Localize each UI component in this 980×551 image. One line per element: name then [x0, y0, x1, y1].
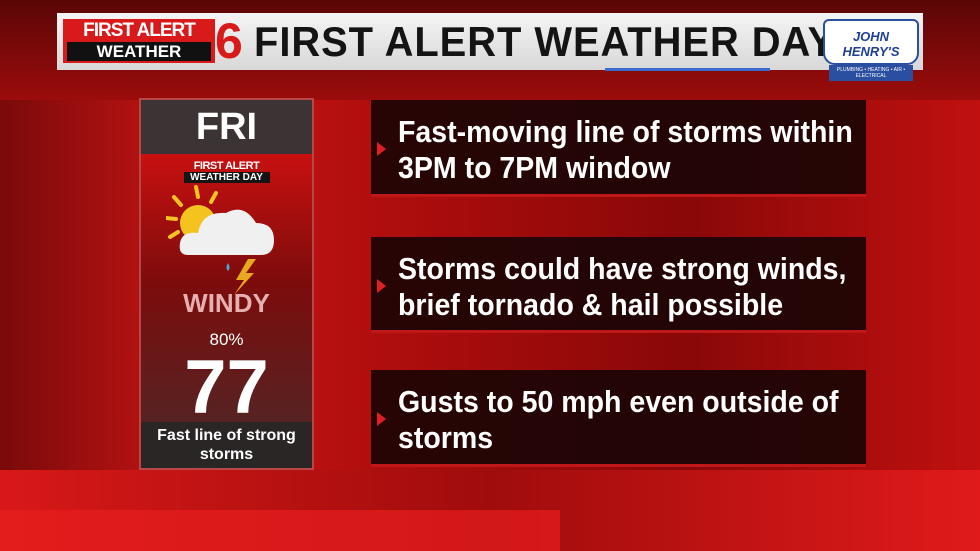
bullet-item: Fast-moving line of storms within 3PM to …: [371, 100, 866, 197]
background-band: [0, 510, 560, 551]
bullet-arrow-icon: [377, 412, 386, 426]
bullet-item: Gusts to 50 mph even outside of storms: [371, 370, 866, 467]
channel-number: 6: [215, 13, 243, 69]
alert-badge-line1: FIRST ALERT: [193, 160, 260, 172]
forecast-caption: Fast line of strong storms: [141, 422, 312, 468]
alert-badge-line2: WEATHER DAY: [183, 172, 270, 183]
header-bar: FIRST ALERT WEATHER 6 FIRST ALERT WEATHE…: [57, 13, 923, 81]
bullet-arrow-icon: [377, 142, 386, 156]
station-logo: FIRST ALERT WEATHER: [63, 19, 215, 63]
sponsor-logo: JOHN HENRY'S PLUMBING • HEATING • AIR • …: [823, 19, 919, 81]
partly-cloudy-thunderstorm-icon: [164, 185, 291, 300]
bullet-arrow-icon: [377, 279, 386, 293]
condition-label: WINDY: [183, 288, 270, 318]
bullet-item: Storms could have strong winds, brief tor…: [371, 237, 866, 333]
forecast-card: FRI FIRST ALERT WEATHER DAY WINDY 80% 77…: [139, 98, 314, 470]
precip-chance: 80%: [209, 330, 244, 349]
page-title: FIRST ALERT WEATHER DAY: [254, 18, 836, 65]
header-accent-line: [605, 68, 770, 71]
forecast-day: FRI: [141, 100, 312, 154]
high-temperature: 77: [184, 345, 269, 430]
